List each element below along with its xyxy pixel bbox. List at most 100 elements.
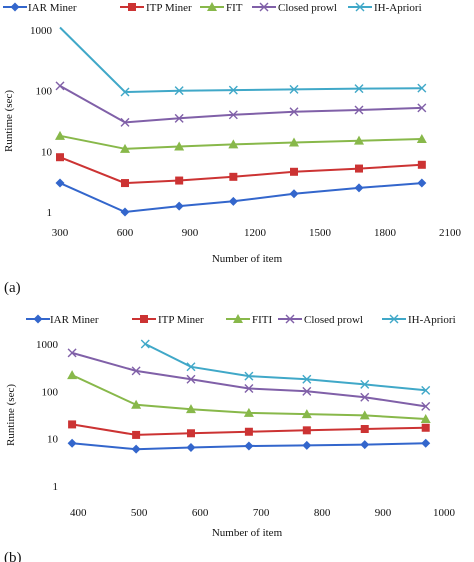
x-tick-label: 500 (131, 507, 148, 519)
data-point-stroke-b (174, 86, 184, 96)
y-tick-label: 1 (47, 207, 53, 219)
series-line (59, 182, 422, 214)
x-tick-label: 1200 (244, 227, 267, 239)
data-point (229, 172, 238, 181)
y-tick-label: 1000 (36, 339, 59, 351)
data-point-stroke-b (228, 110, 238, 120)
data-point (421, 423, 430, 432)
chart-panel-1: IAR Miner ITP Miner FIT Closed prowl IH-Apri… (3, 2, 462, 296)
data-point (360, 392, 370, 402)
x-axis-label: Number of item (212, 253, 283, 265)
data-point (417, 178, 427, 188)
data-point (289, 189, 299, 199)
data-point (302, 426, 311, 435)
data-point (67, 348, 77, 358)
series-line (59, 26, 422, 94)
series-itp-miner (68, 420, 430, 439)
data-point (289, 107, 299, 117)
data-point (421, 438, 431, 448)
series-iar-miner (67, 438, 431, 454)
data-point-stroke-b (186, 374, 196, 384)
series-line (144, 343, 426, 392)
data-point (416, 133, 427, 143)
legend-label: ITP Miner (158, 314, 204, 326)
series-iar-miner (55, 178, 427, 217)
data-point (417, 103, 427, 113)
x-tick-label: 400 (70, 507, 87, 519)
x-tick-label: 700 (253, 507, 270, 519)
data-point-stroke-b (174, 113, 184, 123)
data-point (186, 362, 196, 372)
data-point (186, 374, 196, 384)
data-point-stroke-b (289, 107, 299, 117)
series-line (59, 134, 422, 150)
data-point-stroke-b (360, 379, 370, 389)
data-point (289, 84, 299, 94)
x-tick-label: 900 (182, 227, 199, 239)
data-point (131, 399, 142, 409)
data-point-stroke-b (421, 385, 431, 395)
data-point (55, 81, 65, 91)
series-ih-apriori (59, 26, 427, 97)
legend-swatch-marker (140, 315, 148, 323)
legend-swatch-marker (285, 314, 295, 324)
data-point (228, 110, 238, 120)
series-line (71, 351, 426, 408)
data-point-stroke-b (244, 383, 254, 393)
data-point (131, 444, 141, 454)
legend-label: IAR Miner (28, 2, 77, 14)
data-point (289, 137, 299, 147)
data-point-stroke-b (417, 103, 427, 113)
series-fit (55, 130, 427, 153)
data-point (417, 160, 426, 169)
y-axis-label: Runtime (sec) (3, 90, 15, 152)
data-point (67, 370, 78, 380)
data-point-stroke-b (302, 374, 312, 384)
data-point (302, 374, 312, 384)
data-point (360, 379, 370, 389)
series-closed-prowl (67, 348, 431, 411)
data-point-stroke-b (417, 83, 427, 93)
data-point-stroke-b (302, 386, 312, 396)
data-point (55, 178, 65, 188)
data-point (121, 179, 129, 188)
series-line (59, 156, 422, 185)
legend-swatch-marker-stroke-b (285, 314, 295, 324)
panel-label: (b) (4, 550, 22, 562)
data-point (354, 183, 364, 193)
legend-swatch-marker (10, 2, 20, 12)
data-point (244, 441, 254, 451)
data-point (140, 339, 150, 349)
x-tick-label: 2100 (439, 227, 462, 239)
data-point (360, 425, 369, 434)
data-point (360, 440, 370, 450)
data-point (417, 83, 427, 93)
data-point-stroke-b (360, 392, 370, 402)
data-point (302, 440, 312, 450)
legend-swatch-marker (207, 2, 217, 11)
legend-label: IH-Apriori (408, 314, 456, 326)
legend-swatch-marker-stroke-b (355, 2, 365, 12)
legend-swatch-marker-stroke-b (259, 2, 269, 12)
data-point (359, 410, 370, 420)
data-point-stroke-b (244, 371, 254, 381)
legend-label: IAR Miner (50, 314, 99, 326)
data-point (355, 164, 363, 173)
data-point (228, 85, 238, 95)
data-point (131, 366, 141, 376)
data-point (301, 409, 312, 419)
x-tick-label: 300 (52, 227, 69, 239)
y-tick-label: 10 (41, 146, 53, 158)
data-point-stroke-b (131, 366, 141, 376)
data-point-stroke-b (421, 401, 431, 411)
data-point (228, 139, 239, 149)
series-ih-apriori (140, 339, 431, 395)
data-point (55, 130, 65, 140)
data-point (174, 113, 184, 123)
data-point (56, 153, 64, 162)
y-tick-label: 10 (47, 434, 59, 446)
legend-label: FIT (226, 2, 243, 14)
data-point (243, 407, 254, 417)
